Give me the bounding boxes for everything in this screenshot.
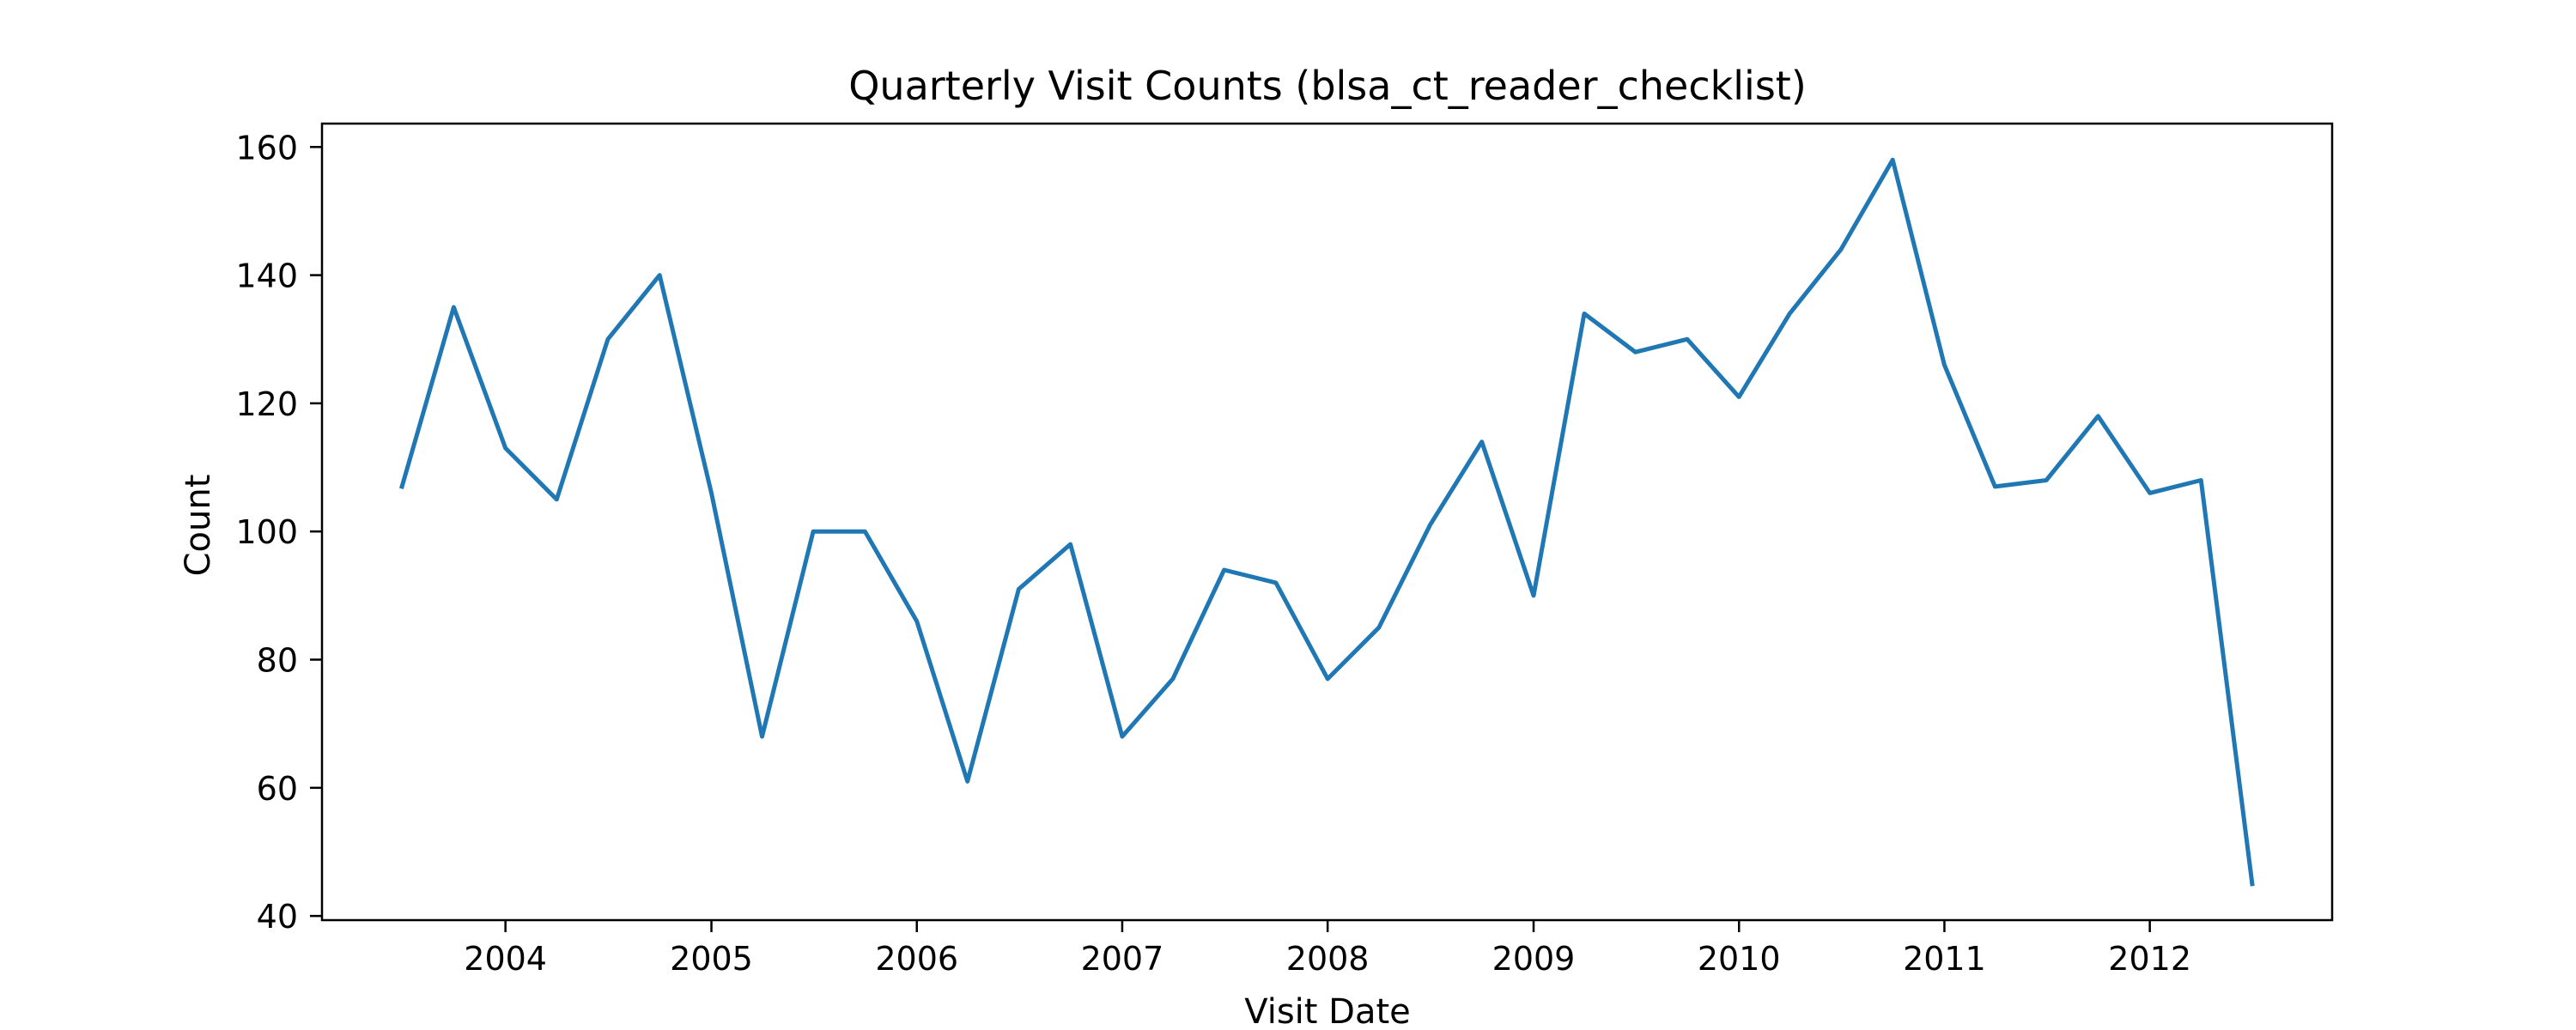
data-point [399, 484, 404, 489]
x-tick-label: 2008 [1286, 940, 1370, 978]
x-tick-label: 2005 [670, 940, 753, 978]
plot-area [320, 122, 2334, 922]
y-tick-label: 160 [235, 129, 298, 167]
x-tick-label: 2004 [464, 940, 547, 978]
data-point [1120, 734, 1125, 739]
data-point [1325, 676, 1330, 682]
x-tick-label: 2006 [875, 940, 958, 978]
data-point [1016, 586, 1021, 591]
x-tick-label: 2010 [1698, 940, 1781, 978]
data-point [1838, 247, 1844, 252]
data-point [1890, 157, 1895, 162]
data-point [1068, 542, 1073, 547]
data-point [1992, 484, 1997, 489]
x-axis-ticks: 2004 2005 2006 2007 2008 2009 2010 2011 2012 [464, 920, 2191, 978]
data-point [503, 445, 508, 451]
y-tick-label: 100 [235, 513, 298, 551]
data-point [1427, 523, 1432, 528]
x-axis-label: Visit Date [1244, 992, 1411, 1030]
data-point [1787, 311, 1792, 316]
data-point [914, 619, 920, 624]
data-point [1479, 439, 1485, 445]
data-point [1736, 394, 1741, 399]
series-line-0 [399, 157, 2255, 887]
data-point [1222, 567, 1227, 573]
data-point [2095, 414, 2100, 419]
data-point [1941, 362, 1947, 367]
y-axis-ticks: 40 60 80 100 120 140 160 [235, 129, 322, 936]
plot-frame [320, 122, 2334, 922]
data-point [1376, 625, 1382, 630]
data-point [811, 529, 816, 534]
y-axis-label: Count [179, 475, 218, 577]
data-point [2148, 490, 2153, 495]
x-tick-label: 2011 [1903, 940, 1986, 978]
data-point [862, 529, 867, 534]
x-tick-label: 2009 [1492, 940, 1576, 978]
data-point [2250, 882, 2255, 887]
data-point [1685, 336, 1690, 342]
data-point [965, 779, 970, 784]
data-point [605, 336, 611, 342]
data-point [1531, 593, 1536, 598]
data-point [760, 734, 765, 739]
data-point [1582, 311, 1587, 316]
data-point [1633, 349, 1638, 354]
data-point [1170, 676, 1176, 682]
chart-title: Quarterly Visit Counts (blsa_ct_reader_c… [848, 63, 1807, 109]
data-point [657, 273, 662, 278]
y-tick-label: 80 [257, 642, 298, 680]
data-point [554, 497, 559, 502]
y-tick-label: 140 [235, 258, 298, 295]
x-tick-label: 2007 [1081, 940, 1164, 978]
data-point [2044, 478, 2049, 483]
x-tick-label: 2012 [2108, 940, 2191, 978]
y-tick-label: 60 [257, 770, 298, 808]
y-tick-label: 40 [257, 898, 298, 936]
data-point [1273, 580, 1279, 585]
data-point [451, 305, 456, 310]
data-point [709, 490, 714, 495]
data-point [2198, 478, 2203, 483]
y-tick-label: 120 [235, 385, 298, 423]
